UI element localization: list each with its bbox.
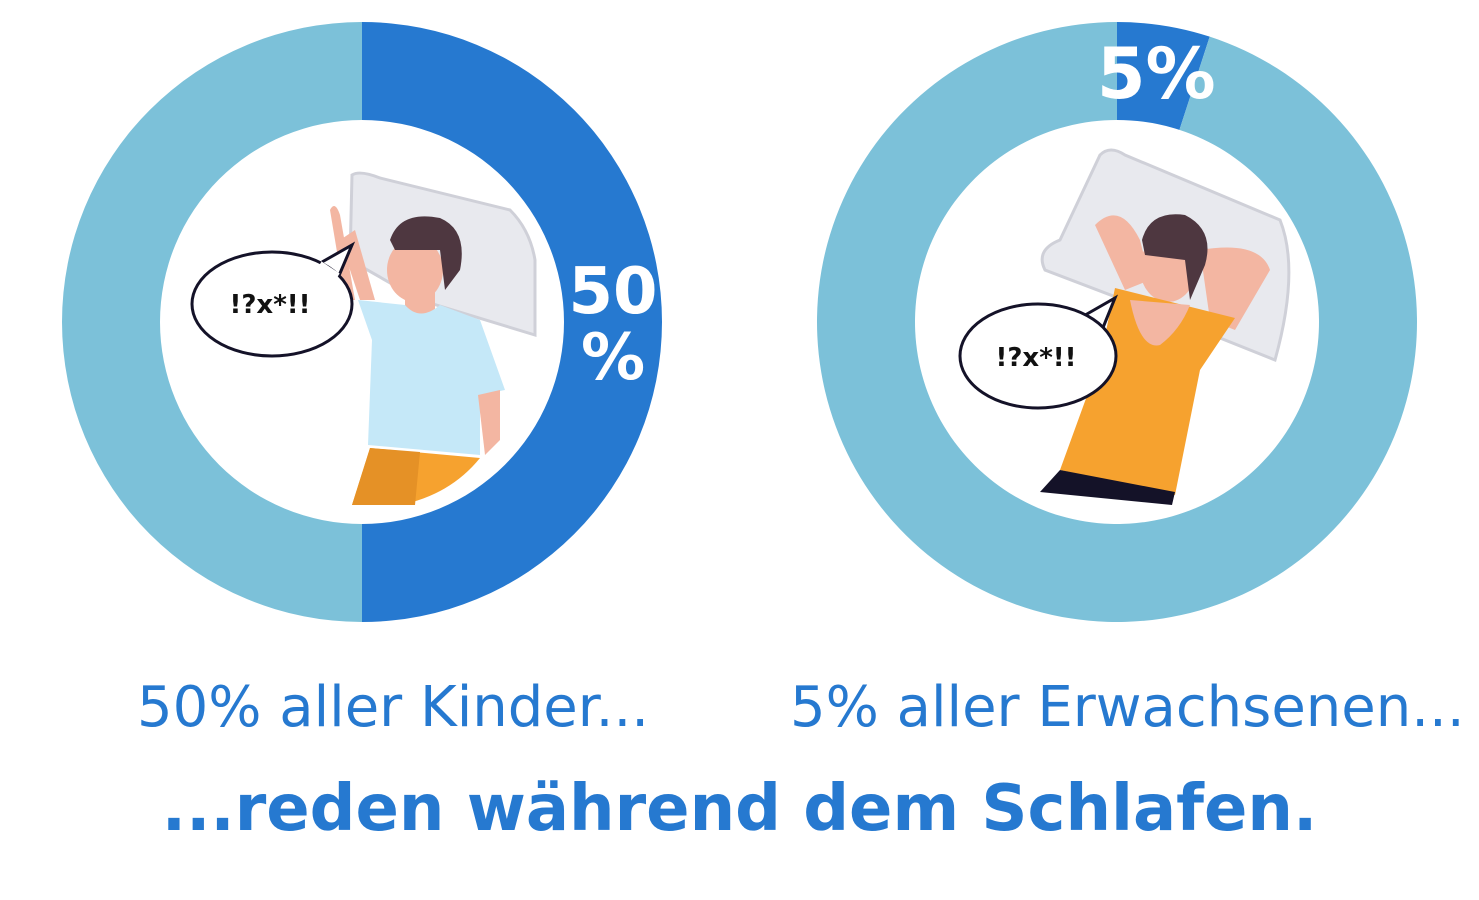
donut-slice-rest [62,22,362,622]
speech-bubble-child: !?x*!! [190,241,356,358]
speech-bubble-text: !?x*!! [995,343,1076,373]
slice-value-label: 5% [1097,33,1216,115]
donut-slice-highlight [1117,22,1210,130]
slice-value-label: 50% [568,255,657,395]
speech-bubble-text: !?x*!! [229,290,310,320]
donut-slice-highlight [362,22,662,622]
donut-slice-rest [817,22,1417,623]
adult-illustration [1040,148,1291,505]
speech-bubble-adult: !?x*!! [958,294,1119,410]
donut-chart-children: 50% [62,22,662,622]
slice-value-label-line: 5% [1097,33,1216,115]
child-illustration [330,171,537,505]
caption-children: 50% aller Kinder... [137,675,650,740]
slice-value-label-line: 50 [568,255,657,329]
subtitle: ...reden während dem Schlafen. [161,772,1318,846]
slice-value-label-line: % [581,321,645,395]
caption-adults: 5% aller Erwachsenen... [790,675,1465,740]
donut-chart-adults: 5% [817,22,1417,623]
